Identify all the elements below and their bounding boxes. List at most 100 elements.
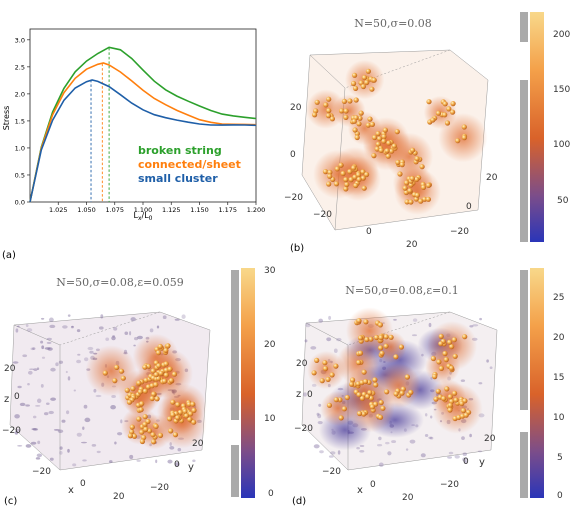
y-axis-ticks: 0.0 0.5 1.0 1.5 2.0 2.5 3.0 [15, 36, 30, 207]
particle [183, 413, 190, 419]
particle [356, 359, 362, 366]
noise-speck [91, 444, 97, 447]
noise-speck [429, 436, 434, 440]
noise-speck [460, 379, 466, 382]
particle [131, 433, 138, 439]
particle [327, 169, 333, 175]
particle [433, 396, 439, 402]
particle [142, 414, 148, 420]
particle [153, 423, 159, 429]
particle [447, 394, 453, 400]
particle [375, 131, 381, 137]
particle [365, 68, 371, 74]
noise-speck [420, 453, 426, 458]
noise-speck [17, 325, 20, 328]
particle [311, 370, 317, 376]
particle [158, 370, 164, 376]
noise-speck [50, 367, 56, 372]
noise-speck [40, 340, 44, 344]
noise-speck [55, 362, 59, 367]
particle [338, 415, 344, 421]
noise-speck [26, 328, 33, 332]
particle [150, 368, 156, 374]
particle [459, 400, 465, 407]
x-tick-label: 1.075 [105, 206, 124, 214]
cb-d-tick-2: 15 [553, 373, 564, 383]
panel-label-a: (a) [2, 250, 16, 261]
particle [313, 108, 319, 114]
noise-speck [489, 366, 493, 370]
particle [369, 86, 375, 92]
noise-speck [326, 337, 332, 342]
noise-speck [29, 368, 35, 371]
particle [378, 399, 384, 406]
particle [326, 96, 332, 102]
particle [450, 109, 456, 115]
noise-speck [30, 347, 35, 351]
noise-speck [129, 331, 132, 336]
particle [386, 140, 392, 146]
particle [154, 396, 160, 402]
colorbar-clip-d-bottom [520, 432, 528, 498]
colorbar-d [530, 268, 544, 498]
noise-speck [58, 360, 64, 364]
noise-speck [117, 432, 123, 436]
x-tick-label: 1.100 [134, 206, 153, 214]
noise-speck [35, 457, 41, 460]
particle [425, 196, 431, 202]
colorbar-clip-b-top [520, 12, 528, 42]
particle [377, 414, 384, 420]
noise-speck [378, 436, 382, 441]
particle [356, 392, 362, 398]
particle [373, 382, 379, 388]
particle [363, 319, 369, 325]
tick-d-right-0: 20 [484, 434, 496, 444]
particle [361, 411, 367, 417]
noise-speck [49, 324, 56, 329]
x-tick-label: 1.175 [218, 206, 237, 214]
noise-speck [25, 444, 32, 448]
particle [142, 364, 148, 370]
tick-d-left-0: 20 [296, 359, 308, 369]
noise-speck [162, 315, 167, 320]
colorbar-clip-d-top [520, 270, 528, 410]
particle [162, 378, 168, 384]
particle [151, 439, 157, 445]
particle [153, 382, 159, 388]
particle [157, 432, 164, 438]
noise-speck [318, 403, 322, 407]
particle [167, 366, 173, 372]
noise-speck [149, 328, 154, 333]
noise-speck [175, 462, 180, 467]
noise-speck [405, 448, 409, 451]
particle [138, 407, 144, 413]
particle [142, 421, 148, 427]
particle [414, 156, 420, 162]
particle [408, 182, 414, 188]
particle [143, 426, 149, 432]
tick-b-bottom-2: 20 [406, 240, 418, 250]
particle [381, 138, 387, 144]
tick-c-bottom-2: 20 [113, 492, 125, 502]
particle [163, 347, 169, 353]
noise-speck [46, 341, 52, 344]
noise-speck [336, 337, 342, 342]
particle [102, 370, 108, 376]
legend-entry: connected/sheet [138, 158, 241, 171]
particle [371, 153, 377, 159]
noise-speck [129, 454, 134, 460]
noise-speck [71, 325, 74, 328]
noise-speck [76, 359, 82, 364]
panel-label-c: (c) [4, 496, 17, 507]
noise-speck [412, 318, 418, 322]
noise-speck [305, 322, 311, 328]
cb-d-tick-5: 0 [557, 491, 563, 501]
density-blob [306, 89, 346, 129]
particle [442, 350, 448, 357]
particle [188, 411, 194, 417]
particle [364, 171, 370, 178]
tick-c-right-1: 0 [174, 460, 180, 470]
tick-b-right-2: −20 [450, 227, 469, 237]
particle [353, 97, 359, 103]
noise-speck [387, 451, 392, 456]
